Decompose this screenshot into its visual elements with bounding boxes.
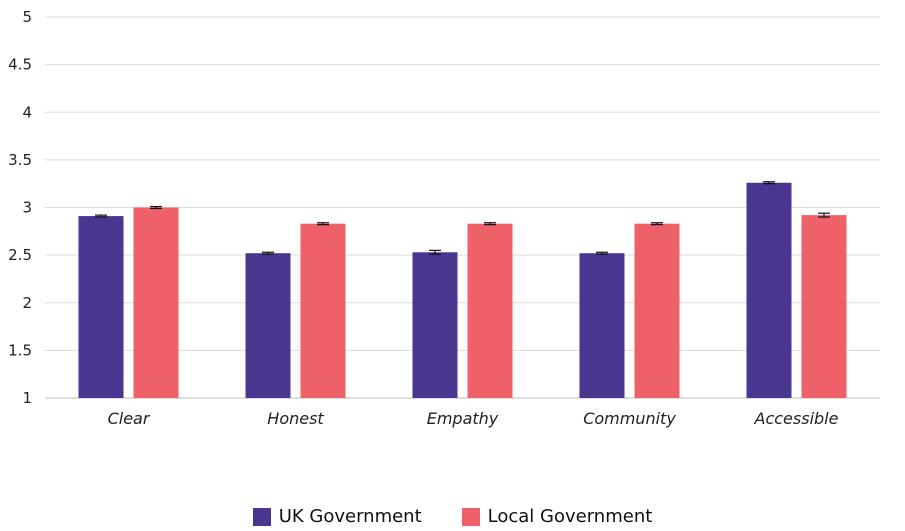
bar (412, 252, 458, 398)
bar (78, 216, 124, 398)
bar (579, 253, 625, 398)
bar (245, 253, 291, 398)
legend-swatch-local-government (461, 507, 480, 526)
legend: UK Government Local Government (0, 506, 905, 527)
x-tick-label: Accessible (754, 409, 839, 428)
legend-swatch-uk-government (252, 507, 271, 526)
y-tick-label: 2.5 (8, 246, 32, 264)
bar (634, 223, 680, 398)
y-tick-label: 4 (22, 103, 32, 121)
bar (300, 223, 346, 398)
x-tick-label: Empathy (427, 409, 499, 428)
x-tick-label: Clear (108, 409, 151, 428)
legend-label-uk-government: UK Government (278, 506, 422, 527)
y-tick-label: 2 (22, 294, 32, 312)
x-tick-label: Honest (267, 409, 324, 428)
legend-item-local-government: Local Government (461, 506, 653, 527)
y-tick-label: 3 (22, 199, 32, 217)
y-tick-label: 5 (22, 8, 32, 26)
legend-item-uk-government: UK Government (252, 506, 422, 527)
y-tick-label: 4.5 (8, 56, 32, 74)
x-tick-label: Community (583, 409, 676, 428)
bar (801, 215, 847, 398)
bar (746, 182, 792, 398)
y-tick-label: 1 (22, 389, 32, 407)
y-tick-label: 3.5 (8, 151, 32, 169)
y-tick-label: 1.5 (8, 341, 32, 359)
bar (133, 207, 179, 398)
legend-label-local-government: Local Government (487, 506, 653, 527)
bar (467, 223, 513, 398)
bar-chart: 1 1.5 2 2.5 3 3.5 4 4.5 5 Clear Honest Empathy Commu… (8, 8, 880, 428)
